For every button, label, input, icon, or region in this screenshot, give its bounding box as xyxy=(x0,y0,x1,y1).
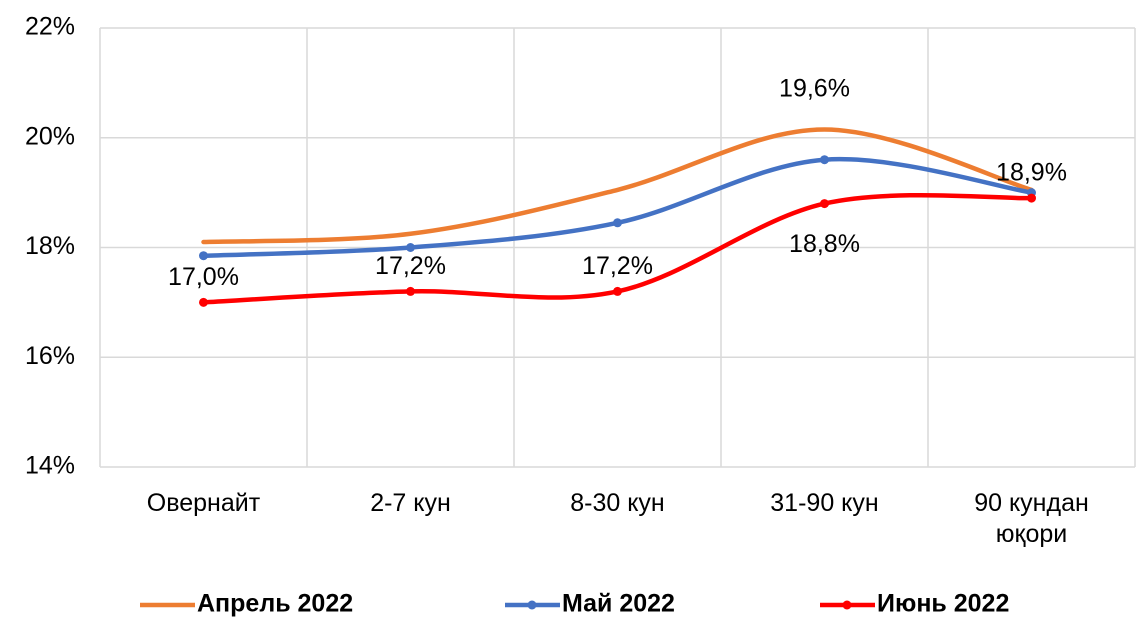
x-tick-label: 31-90 кун xyxy=(770,489,879,517)
legend-label: Май 2022 xyxy=(562,590,675,618)
legend-label: Июнь 2022 xyxy=(877,590,1009,618)
point xyxy=(613,218,622,228)
y-tick-label: 20% xyxy=(25,122,75,150)
point xyxy=(820,199,829,209)
point xyxy=(199,251,208,261)
point xyxy=(406,243,415,252)
point xyxy=(406,286,415,296)
series-line xyxy=(201,127,1034,245)
x-tick-label: 2-7 кун xyxy=(370,489,451,517)
legend-marker xyxy=(527,600,537,610)
legend-marker xyxy=(842,600,852,610)
point xyxy=(613,286,622,296)
y-tick-label: 18% xyxy=(25,232,75,260)
data-label: 18,8% xyxy=(789,230,860,258)
x-tick-label: 8-30 кун xyxy=(570,489,665,517)
x-tick-label: Овернайт xyxy=(146,489,261,517)
data-label: 17,2% xyxy=(375,252,446,280)
data-label: 18,9% xyxy=(996,159,1067,187)
series-line xyxy=(201,192,1034,305)
data-label: 17,0% xyxy=(168,263,239,291)
data-label: 17,2% xyxy=(582,252,653,280)
point xyxy=(199,297,208,307)
y-tick-label: 22% xyxy=(25,13,75,41)
x-tick-label: 90 кундан юқори xyxy=(974,489,1089,548)
point xyxy=(820,155,829,165)
point xyxy=(1027,193,1036,203)
data-label: 19,6% xyxy=(779,74,850,102)
y-tick-label: 16% xyxy=(25,342,75,370)
legend-label: Апрель 2022 xyxy=(197,590,353,618)
y-tick-label: 14% xyxy=(25,452,75,480)
